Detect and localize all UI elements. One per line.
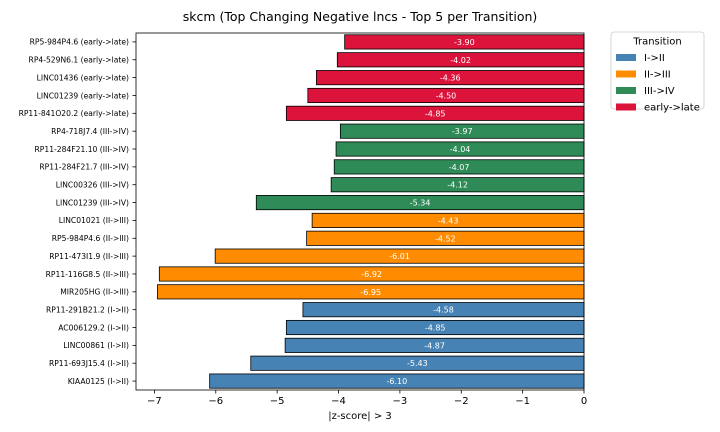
y-tick-label: RP11-841O20.2 (early->late) (19, 109, 129, 118)
legend-label: II->III (644, 70, 671, 81)
bar-value-label: -4.58 (433, 306, 454, 315)
bar-value-label: -4.87 (424, 341, 445, 350)
bars-layer: -3.90 -4.02 -4.36 -4.50 -4.85 -3.97 -4.04 -4.07… (157, 34, 585, 389)
y-tick-label: LINC00326 (III->IV) (56, 181, 129, 190)
y-tick-label: MIR205HG (II->III) (60, 288, 129, 297)
y-tick-label: LINC01239 (III->IV) (56, 198, 129, 207)
bar-value-label: -4.02 (450, 56, 471, 65)
bar-value-label: -4.04 (450, 145, 471, 154)
y-tick-label: RP11-284F21.7 (III->IV) (39, 163, 129, 172)
y-tick-label: LINC01436 (early->late) (37, 73, 129, 82)
y-tick-label: RP11-693J15.4 (I->II) (49, 359, 129, 368)
y-tick-label: AC006129.2 (I->II) (58, 323, 129, 332)
bar-value-label: -4.36 (440, 74, 461, 83)
legend-label: early->late (644, 103, 700, 114)
y-tick-label: RP5-984P4.6 (II->III) (52, 234, 129, 243)
y-tick-label: RP11-291B21.2 (I->II) (46, 305, 129, 314)
x-tick-label: −3 (393, 396, 408, 407)
y-tick-labels: RP5-984P4.6 (early->late) RP4-529N6.1 (ea… (19, 38, 136, 386)
x-tick-label: −5 (270, 396, 285, 407)
x-axis-label: |z-score| > 3 (328, 411, 392, 422)
bar-value-label: -4.43 (438, 216, 459, 225)
x-tick-label: −6 (208, 396, 223, 407)
x-tick-label: −4 (331, 396, 346, 407)
y-tick-label: RP11-116G8.5 (II->III) (46, 270, 129, 279)
bar-value-label: -4.85 (425, 109, 446, 118)
legend-swatch (616, 87, 636, 94)
y-tick-label: RP4-718J7.4 (III->IV) (51, 127, 129, 136)
y-tick-label: LINC01021 (II->III) (59, 216, 129, 225)
bar-value-label: -5.43 (407, 359, 428, 368)
bar-value-label: -4.50 (436, 91, 457, 100)
bar-value-label: -4.12 (447, 181, 468, 190)
x-tick-label: −7 (147, 396, 162, 407)
bar-value-label: -4.52 (435, 234, 456, 243)
bar-value-label: -5.34 (410, 199, 431, 208)
bar-value-label: -4.07 (449, 163, 470, 172)
y-tick-label: LINC01239 (early->late) (37, 91, 129, 100)
chart-title: skcm (Top Changing Negative lncs - Top 5… (183, 9, 538, 24)
legend-label: I->II (644, 53, 665, 64)
legend-swatch (616, 54, 636, 61)
bar-value-label: -3.97 (452, 127, 473, 136)
bar-value-label: -4.85 (425, 324, 446, 333)
y-tick-label: LINC00861 (I->II) (63, 341, 129, 350)
legend-swatch (616, 103, 636, 111)
legend-label: III->IV (644, 86, 675, 97)
bar-value-label: -6.95 (360, 288, 381, 297)
x-tick-label: 0 (581, 396, 587, 407)
legend-swatch (616, 70, 636, 78)
x-tick-label: −2 (454, 396, 469, 407)
legend-title: Transition (632, 37, 681, 48)
y-tick-label: RP11-284F21.10 (III->IV) (35, 145, 129, 154)
y-tick-label: KIAA0125 (I->II) (68, 377, 129, 386)
bar-value-label: -6.92 (361, 270, 382, 279)
y-tick-label: RP5-984P4.6 (early->late) (30, 38, 129, 47)
legend: Transition I->II II->III III->IV early->lat… (610, 31, 705, 114)
x-axis-ticks: −7 −6 −5 −4 −3 −2 −1 0 (147, 390, 587, 407)
legend-entries: I->II II->III III->IV early->late (616, 53, 700, 114)
y-tick-label: RP11-473I1.9 (II->III) (49, 252, 129, 261)
x-tick-label: −1 (515, 396, 530, 407)
bar-value-label: -6.01 (389, 252, 410, 261)
bar-value-label: -6.10 (386, 377, 407, 386)
bar-value-label: -3.90 (454, 38, 475, 47)
y-tick-label: RP4-529N6.1 (early->late) (29, 56, 129, 65)
plot-frame (135, 32, 585, 391)
